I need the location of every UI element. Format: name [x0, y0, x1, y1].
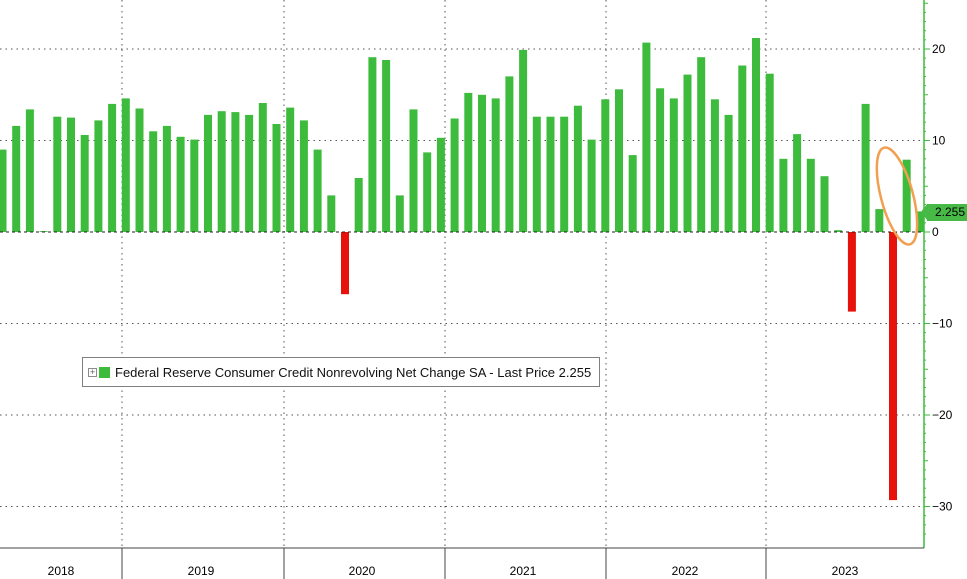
bar	[299, 120, 308, 232]
bar	[149, 131, 158, 232]
y-tick-label: −10	[932, 317, 953, 331]
bar	[190, 139, 199, 232]
bar	[752, 38, 760, 232]
bar	[491, 98, 500, 233]
bar	[724, 114, 733, 232]
bar	[354, 178, 363, 232]
bar	[779, 158, 788, 232]
bar	[560, 116, 569, 232]
bar	[587, 139, 596, 232]
bar	[162, 125, 171, 232]
bar	[231, 112, 240, 232]
x-tick-label: 2022	[672, 564, 699, 578]
bar	[478, 94, 486, 233]
bar	[628, 155, 637, 232]
bar	[423, 152, 432, 232]
bar	[889, 232, 897, 501]
x-axis: 2018 2019 2020 2021 2022 2023	[0, 547, 924, 579]
bar	[12, 125, 21, 232]
bar	[0, 149, 7, 232]
bar	[738, 65, 747, 232]
bar	[204, 114, 212, 232]
bar	[601, 99, 610, 232]
legend-swatch	[99, 366, 110, 378]
x-tick-label: 2023	[832, 564, 859, 578]
bar	[53, 116, 62, 232]
bar	[546, 116, 555, 232]
bar	[847, 232, 856, 312]
year-dividers	[121, 0, 767, 548]
x-tick-label: 2021	[510, 564, 537, 578]
bar	[450, 118, 459, 232]
legend-toggle-icon[interactable]: +	[88, 367, 97, 377]
bar	[245, 114, 254, 232]
legend-label: Federal Reserve Consumer Credit Nonrevol…	[115, 364, 592, 380]
bar	[697, 57, 706, 233]
highlight-ellipse	[875, 146, 919, 246]
bar	[834, 230, 843, 232]
bar	[341, 232, 349, 295]
bar	[272, 124, 281, 232]
bar	[532, 116, 541, 232]
bar	[121, 98, 130, 233]
y-axis: 20 10 0 −10 −20 −30	[923, 0, 953, 548]
bar	[409, 109, 418, 232]
y-tick-label: −20	[932, 408, 953, 422]
x-tick-label: 2020	[349, 564, 376, 578]
bar	[642, 42, 651, 232]
bar	[765, 73, 774, 232]
bar	[258, 103, 267, 232]
bar	[313, 149, 322, 232]
legend: + Federal Reserve Consumer Credit Nonrev…	[82, 357, 601, 387]
y-tick-label: 10	[932, 134, 946, 148]
x-tick-label: 2018	[48, 564, 75, 578]
x-tick-label: 2019	[188, 564, 215, 578]
bars	[0, 38, 925, 501]
bar	[327, 195, 336, 232]
bar	[176, 136, 185, 232]
bar	[573, 105, 582, 232]
bar	[436, 137, 445, 232]
bar	[368, 57, 377, 233]
bar	[656, 88, 665, 232]
bar	[382, 60, 391, 232]
bar	[67, 117, 75, 232]
bar	[615, 89, 623, 232]
bar	[286, 107, 295, 232]
bar	[820, 176, 829, 232]
bar	[875, 209, 884, 232]
bar	[861, 103, 870, 233]
bar	[505, 76, 514, 233]
bar	[464, 92, 473, 233]
bar	[519, 49, 528, 233]
bar	[916, 211, 925, 232]
bar	[710, 99, 719, 232]
bar	[806, 158, 815, 232]
y-tick-label: 0	[932, 225, 939, 239]
bar	[902, 159, 911, 232]
bar	[395, 195, 404, 232]
bar	[25, 109, 34, 232]
bar	[669, 98, 678, 233]
y-tick-label: 20	[932, 42, 946, 56]
bar	[135, 108, 144, 232]
bar	[793, 134, 802, 232]
bar	[80, 135, 89, 232]
y-tick-label: −30	[932, 500, 953, 514]
bar	[94, 120, 103, 232]
last-price-tag: 2.255	[921, 204, 967, 221]
bar	[683, 74, 692, 232]
bar	[108, 103, 117, 233]
bar	[217, 111, 226, 232]
